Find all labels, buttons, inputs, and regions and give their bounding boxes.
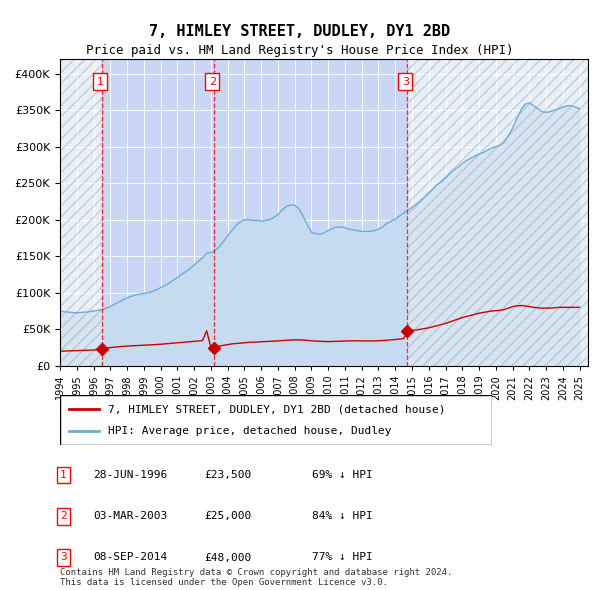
Text: Price paid vs. HM Land Registry's House Price Index (HPI): Price paid vs. HM Land Registry's House … <box>86 44 514 57</box>
Text: 3: 3 <box>60 552 67 562</box>
Text: 69% ↓ HPI: 69% ↓ HPI <box>312 470 373 480</box>
Text: Contains HM Land Registry data © Crown copyright and database right 2024.
This d: Contains HM Land Registry data © Crown c… <box>60 568 452 587</box>
Text: 2: 2 <box>209 77 216 87</box>
Text: HPI: Average price, detached house, Dudley: HPI: Average price, detached house, Dudl… <box>107 427 391 437</box>
Bar <box>102 59 407 366</box>
Text: 28-JUN-1996: 28-JUN-1996 <box>93 470 167 480</box>
Text: 7, HIMLEY STREET, DUDLEY, DY1 2BD (detached house): 7, HIMLEY STREET, DUDLEY, DY1 2BD (detac… <box>107 404 445 414</box>
Text: 2: 2 <box>60 511 67 521</box>
Text: 03-MAR-2003: 03-MAR-2003 <box>93 511 167 521</box>
Text: £25,000: £25,000 <box>204 511 251 521</box>
Text: 1: 1 <box>60 470 67 480</box>
Text: 7, HIMLEY STREET, DUDLEY, DY1 2BD: 7, HIMLEY STREET, DUDLEY, DY1 2BD <box>149 24 451 38</box>
Text: 84% ↓ HPI: 84% ↓ HPI <box>312 511 373 521</box>
FancyBboxPatch shape <box>60 395 492 445</box>
Text: 08-SEP-2014: 08-SEP-2014 <box>93 552 167 562</box>
Text: 1: 1 <box>97 77 104 87</box>
Text: £48,000: £48,000 <box>204 552 251 562</box>
Text: 3: 3 <box>402 77 409 87</box>
Text: 77% ↓ HPI: 77% ↓ HPI <box>312 552 373 562</box>
Text: £23,500: £23,500 <box>204 470 251 480</box>
